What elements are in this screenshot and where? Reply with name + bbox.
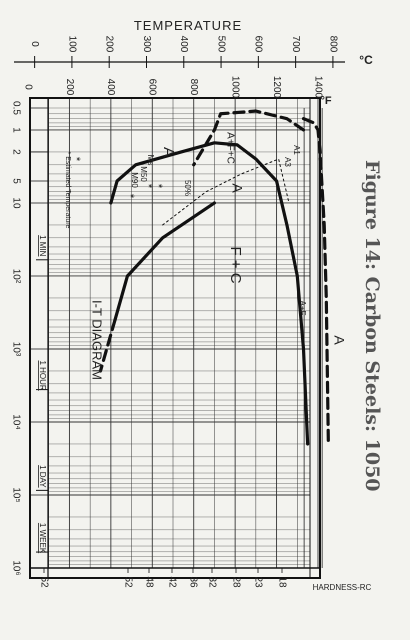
hardness-tick-label: 23 <box>252 576 263 588</box>
estimate-star: * <box>142 184 154 189</box>
transformation-curve-2 <box>113 201 217 322</box>
fahrenheit-unit-label: °F <box>320 95 331 107</box>
time-mark-label: 1 MIN <box>38 235 47 257</box>
chart-frame <box>29 97 321 579</box>
time-tick-label: 1 <box>10 127 21 133</box>
region-label: A <box>229 183 245 193</box>
hardness-tick-label: 48 <box>143 576 154 588</box>
celsius-tick-label: 500 <box>215 36 226 53</box>
region-label: A+F+C <box>224 132 235 164</box>
fahrenheit-tick-label: 1200 <box>271 76 282 99</box>
region-label: 50% <box>183 180 192 196</box>
region-label: A+F <box>298 301 307 316</box>
time-mark-label: 1 DAY <box>38 465 47 488</box>
transformation-curve-6 <box>162 158 290 226</box>
celsius-tick-label: 0 <box>29 41 40 47</box>
transformation-curve-1 <box>109 141 310 446</box>
critical-label-a3: A3 <box>283 157 292 167</box>
region-label: A <box>160 147 177 157</box>
celsius-tick-label: 400 <box>178 36 189 53</box>
celsius-tick-label: 300 <box>141 36 152 53</box>
celsius-tick-label: 700 <box>290 36 301 53</box>
time-mark-label: 1 HOUR <box>38 360 47 390</box>
time-tick-label: 10⁶ <box>10 560 21 575</box>
ms-label: M90 <box>130 172 139 188</box>
chart-title: I-T DIAGRAM <box>90 300 105 380</box>
chart-axes: 0 100 200 300 400 500 600 700 800 TEMPERATURE °C 0 2… <box>10 18 373 592</box>
time-tick-label: 10² <box>10 269 21 284</box>
time-tick-label: 10⁴ <box>10 414 21 429</box>
celsius-tick-label: 100 <box>66 36 77 53</box>
ms-label: Ms <box>146 155 155 166</box>
chart-curves <box>98 108 330 568</box>
region-label: A <box>331 335 347 345</box>
region-label: F + C <box>227 246 244 283</box>
fahrenheit-tick-label: 0 <box>22 84 33 90</box>
time-tick-label: 10⁵ <box>10 487 21 502</box>
hardness-axis-label: HARDNESS-RC <box>313 583 372 592</box>
chart-grid <box>48 98 319 568</box>
time-tick-label: 2 <box>10 149 21 155</box>
hardness-tick-label: 32 <box>206 576 217 588</box>
time-tick-label: 0.5 <box>10 101 21 115</box>
temperature-axis-title: TEMPERATURE <box>134 18 242 33</box>
hardness-tick-label: 42 <box>166 576 177 588</box>
time-tick-label: 5 <box>10 178 21 184</box>
fahrenheit-tick-label: 800 <box>188 79 199 96</box>
time-mark-label: 1 WEEK <box>38 523 47 554</box>
time-tick-label: 10 <box>10 197 21 209</box>
fahrenheit-tick-label: 1400 <box>312 76 323 99</box>
hardness-tick-label: 28 <box>230 576 241 588</box>
fahrenheit-tick-label: 200 <box>64 79 75 96</box>
estimated-temperature-note: * Estimated Temperature <box>64 152 71 229</box>
critical-label-a1: A1 <box>292 145 301 155</box>
estimate-star: * <box>152 184 164 189</box>
fahrenheit-tick-label: 400 <box>105 79 116 96</box>
estimate-star: * <box>70 157 82 162</box>
transformation-curve-3 <box>98 318 117 373</box>
transformation-curve-5 <box>301 117 330 446</box>
fahrenheit-tick-label: 1000 <box>230 76 241 99</box>
hardness-tick-label: 52 <box>122 576 133 588</box>
figure-caption: Figure 14: Carbon Steels: 1050 <box>361 160 383 492</box>
hardness-tick-label: 18 <box>276 576 287 588</box>
celsius-tick-label: 600 <box>253 36 264 53</box>
fahrenheit-tick-label: 600 <box>147 79 158 96</box>
estimate-star: * <box>124 194 136 199</box>
celsius-tick-label: 800 <box>327 36 338 53</box>
hardness-tick-label: 36 <box>187 576 198 588</box>
celsius-unit-label: °C <box>359 53 373 67</box>
celsius-tick-label: 200 <box>104 36 115 53</box>
transformation-curve-4 <box>192 109 306 167</box>
time-tick-label: 10³ <box>10 342 21 357</box>
plot-frame <box>29 97 321 579</box>
hardness-tick-label: 62 <box>38 576 49 588</box>
ms-label: M50 <box>139 166 148 182</box>
